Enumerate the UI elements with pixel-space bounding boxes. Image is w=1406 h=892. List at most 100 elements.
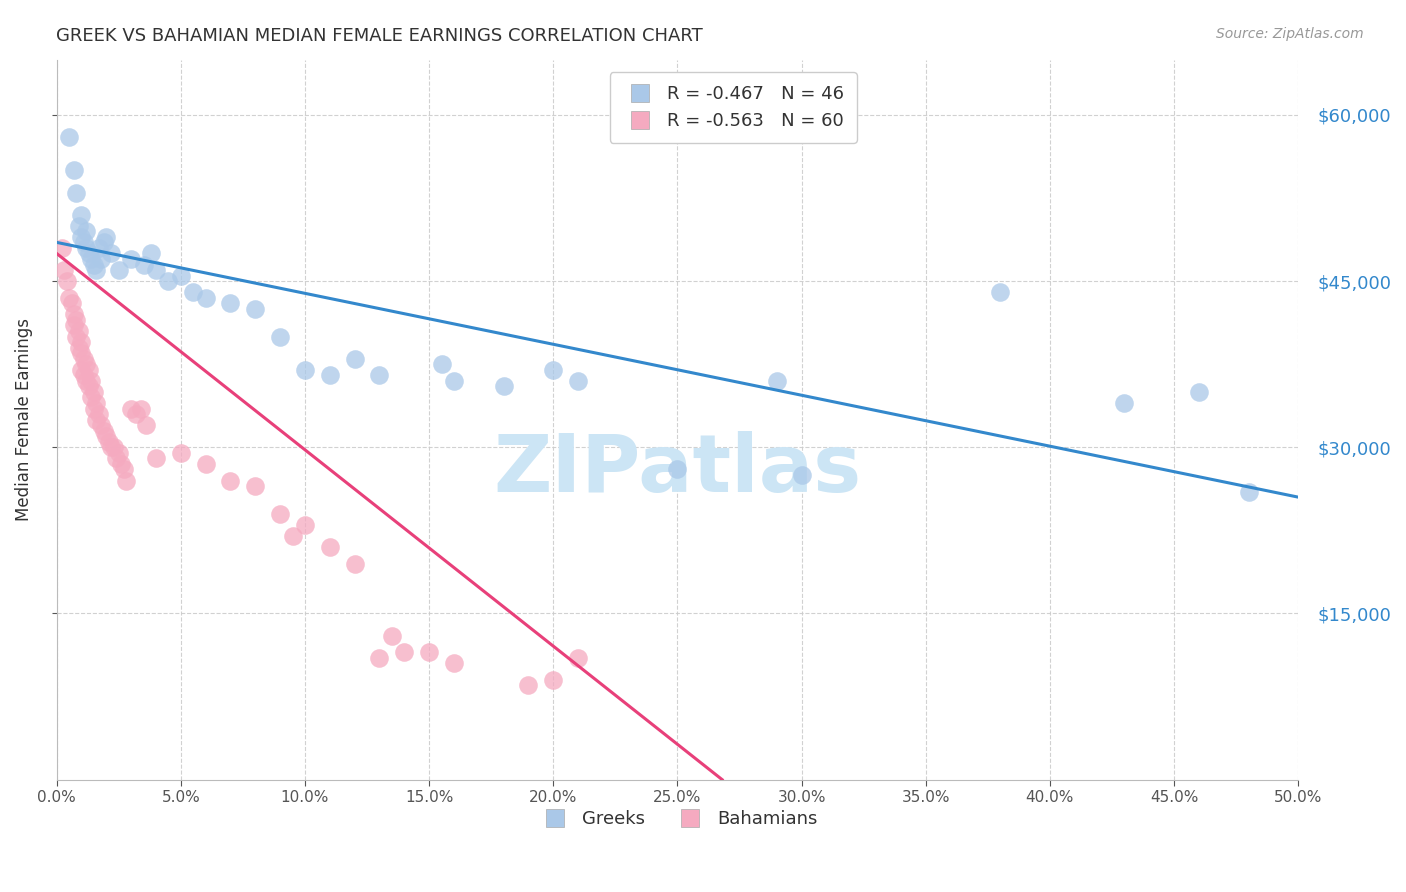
Point: [75, 241, 97, 255]
Point: [83, 384, 105, 399]
Point: [394, 645, 416, 659]
Point: [245, 301, 267, 316]
Point: [58, 291, 80, 305]
Point: [96, 429, 118, 443]
Point: [145, 263, 167, 277]
Point: [70, 363, 93, 377]
Point: [75, 224, 97, 238]
Point: [194, 457, 217, 471]
Point: [103, 440, 125, 454]
Point: [543, 673, 565, 687]
Point: [245, 479, 267, 493]
Point: [63, 307, 86, 321]
Y-axis label: Median Female Earnings: Median Female Earnings: [15, 318, 32, 521]
Point: [77, 246, 100, 260]
Point: [125, 407, 148, 421]
Point: [319, 368, 342, 383]
Point: [83, 258, 105, 272]
Point: [65, 313, 87, 327]
Point: [157, 274, 180, 288]
Point: [430, 357, 453, 371]
Point: [517, 678, 540, 692]
Point: [129, 401, 152, 416]
Point: [58, 130, 80, 145]
Point: [73, 351, 96, 366]
Point: [75, 374, 97, 388]
Point: [96, 230, 118, 244]
Point: [51, 241, 73, 255]
Point: [219, 296, 242, 310]
Point: [135, 418, 157, 433]
Point: [418, 645, 440, 659]
Point: [120, 252, 142, 266]
Point: [73, 235, 96, 250]
Point: [100, 440, 122, 454]
Point: [53, 263, 76, 277]
Point: [100, 246, 122, 260]
Point: [70, 230, 93, 244]
Point: [1114, 396, 1136, 410]
Point: [790, 468, 813, 483]
Point: [269, 329, 291, 343]
Point: [65, 329, 87, 343]
Point: [80, 252, 103, 266]
Text: Source: ZipAtlas.com: Source: ZipAtlas.com: [1216, 27, 1364, 41]
Point: [110, 457, 132, 471]
Text: ZIPatlas: ZIPatlas: [494, 431, 862, 509]
Point: [115, 474, 138, 488]
Point: [60, 296, 83, 310]
Point: [443, 657, 465, 671]
Point: [368, 368, 391, 383]
Point: [381, 629, 404, 643]
Point: [86, 263, 108, 277]
Point: [67, 341, 90, 355]
Point: [70, 334, 93, 349]
Point: [492, 379, 515, 393]
Point: [281, 529, 304, 543]
Point: [73, 368, 96, 383]
Point: [107, 446, 129, 460]
Point: [70, 346, 93, 360]
Point: [63, 163, 86, 178]
Point: [368, 650, 391, 665]
Point: [65, 186, 87, 200]
Point: [1237, 484, 1260, 499]
Point: [170, 446, 193, 460]
Point: [97, 434, 120, 449]
Point: [343, 351, 366, 366]
Point: [86, 396, 108, 410]
Point: [107, 263, 129, 277]
Point: [194, 291, 217, 305]
Point: [567, 374, 589, 388]
Point: [87, 407, 110, 421]
Point: [343, 557, 366, 571]
Point: [77, 363, 100, 377]
Point: [120, 401, 142, 416]
Point: [988, 285, 1011, 300]
Point: [145, 451, 167, 466]
Point: [93, 235, 115, 250]
Point: [75, 357, 97, 371]
Point: [219, 474, 242, 488]
Point: [294, 363, 316, 377]
Point: [132, 258, 155, 272]
Point: [63, 318, 86, 333]
Point: [55, 274, 77, 288]
Point: [112, 462, 135, 476]
Point: [170, 268, 193, 283]
Point: [269, 507, 291, 521]
Point: [181, 285, 204, 300]
Point: [77, 379, 100, 393]
Point: [567, 650, 589, 665]
Point: [666, 462, 689, 476]
Point: [294, 517, 316, 532]
Point: [319, 540, 342, 554]
Point: [765, 374, 787, 388]
Point: [80, 391, 103, 405]
Point: [67, 219, 90, 233]
Text: GREEK VS BAHAMIAN MEDIAN FEMALE EARNINGS CORRELATION CHART: GREEK VS BAHAMIAN MEDIAN FEMALE EARNINGS…: [56, 27, 703, 45]
Point: [80, 374, 103, 388]
Point: [86, 412, 108, 426]
Point: [90, 418, 112, 433]
Point: [105, 451, 128, 466]
